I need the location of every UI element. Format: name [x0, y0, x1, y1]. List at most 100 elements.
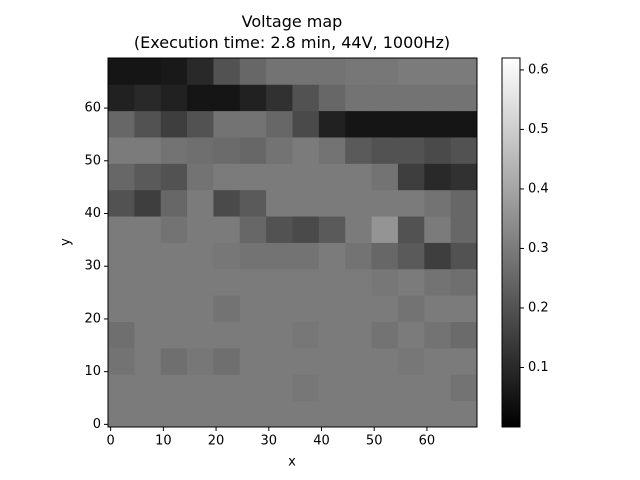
heatmap-cell: [213, 110, 241, 138]
heatmap-cell: [134, 295, 162, 322]
heatmap-cell: [187, 242, 214, 270]
heatmap-cell: [424, 347, 452, 375]
heatmap-cell: [397, 268, 425, 296]
heatmap-cell: [424, 268, 452, 296]
heatmap-cell: [397, 189, 425, 217]
heatmap-cell: [345, 374, 372, 402]
heatmap-cell: [397, 242, 425, 270]
heatmap-cell: [160, 189, 188, 217]
heatmap-cell: [292, 189, 320, 217]
heatmap-cell: [239, 321, 267, 349]
heatmap-cell: [450, 268, 478, 296]
heatmap-cell: [160, 268, 188, 296]
heatmap-cell: [134, 268, 162, 296]
heatmap-cell: [424, 374, 452, 402]
heatmap-cell: [187, 110, 214, 138]
heatmap-cell: [108, 400, 135, 428]
y-axis-label: y: [59, 238, 74, 246]
x-tick-label: 40: [313, 434, 330, 449]
heatmap-cell: [424, 321, 452, 349]
heatmap-cell: [134, 163, 162, 191]
heatmap-cell: [371, 110, 399, 138]
heatmap-cell: [450, 347, 478, 375]
heatmap-cell: [239, 137, 267, 164]
heatmap-cell: [134, 374, 162, 402]
heatmap-cell: [108, 321, 135, 349]
heatmap-cell: [108, 163, 135, 191]
heatmap-cell: [318, 347, 346, 375]
heatmap-cell: [213, 216, 241, 243]
heatmap-cell: [266, 163, 293, 191]
heatmap-cell: [160, 295, 188, 322]
heatmap-cell: [187, 137, 214, 164]
heatmap-cell: [397, 400, 425, 428]
y-tick-label: 50: [84, 153, 101, 168]
heatmap-cell: [134, 242, 162, 270]
heatmap-cell: [397, 163, 425, 191]
heatmap-cell: [345, 242, 372, 270]
heatmap-cell: [134, 189, 162, 217]
heatmap-cell: [160, 321, 188, 349]
colorbar: [501, 57, 521, 428]
heatmap-cell: [371, 137, 399, 164]
heatmap-cell: [450, 163, 478, 191]
colorbar-tick-label: 0.4: [528, 181, 549, 196]
heatmap-cell: [239, 110, 267, 138]
heatmap-cell: [239, 216, 267, 243]
heatmap-cell: [213, 58, 241, 85]
heatmap-cell: [292, 242, 320, 270]
heatmap-cell: [397, 137, 425, 164]
heatmap-cell: [292, 137, 320, 164]
heatmap-cell: [160, 84, 188, 112]
heatmap-cell: [213, 295, 241, 322]
heatmap-cell: [318, 84, 346, 112]
colorbar-tick-label: 0.5: [528, 122, 549, 137]
heatmap-cell: [108, 189, 135, 217]
heatmap-cell: [213, 321, 241, 349]
heatmap-cell: [134, 110, 162, 138]
heatmap-cell: [187, 216, 214, 243]
heatmap-cell: [266, 321, 293, 349]
heatmap-cell: [187, 58, 214, 85]
heatmap-cell: [108, 216, 135, 243]
heatmap-cell: [345, 295, 372, 322]
heatmap-cell: [424, 242, 452, 270]
heatmap-cell: [160, 216, 188, 243]
heatmap-cell: [397, 216, 425, 243]
heatmap-cell: [187, 400, 214, 428]
heatmap-cell: [239, 400, 267, 428]
heatmap-cell: [450, 58, 478, 85]
heatmap-cell: [424, 400, 452, 428]
heatmap-cell: [213, 189, 241, 217]
heatmap-cell: [450, 374, 478, 402]
heatmap-cell: [450, 295, 478, 322]
heatmap-cell: [371, 189, 399, 217]
heatmap-cell: [160, 242, 188, 270]
heatmap-cell: [371, 163, 399, 191]
heatmap-cell: [213, 163, 241, 191]
heatmap-cell: [108, 84, 135, 112]
heatmap-cell: [239, 163, 267, 191]
heatmap-cell: [187, 163, 214, 191]
heatmap-cell: [292, 216, 320, 243]
heatmap-cell: [318, 110, 346, 138]
heatmap-cell: [345, 84, 372, 112]
x-tick-label: 20: [208, 434, 225, 449]
heatmap-cell: [450, 137, 478, 164]
heatmap-cell: [108, 295, 135, 322]
heatmap-cell: [371, 58, 399, 85]
colorbar-tick-label: 0.6: [528, 62, 549, 77]
heatmap-cell: [108, 242, 135, 270]
heatmap-cell: [134, 84, 162, 112]
x-tick-label: 30: [261, 434, 278, 449]
heatmap-cell: [108, 137, 135, 164]
heatmap-cell: [318, 268, 346, 296]
heatmap-cell: [187, 84, 214, 112]
heatmap-cell: [239, 58, 267, 85]
heatmap-cell: [266, 400, 293, 428]
heatmap-cell: [266, 268, 293, 296]
heatmap-cell: [371, 84, 399, 112]
heatmap-cell: [266, 347, 293, 375]
chart-title: Voltage map (Execution time: 2.8 min, 44…: [133, 12, 451, 52]
